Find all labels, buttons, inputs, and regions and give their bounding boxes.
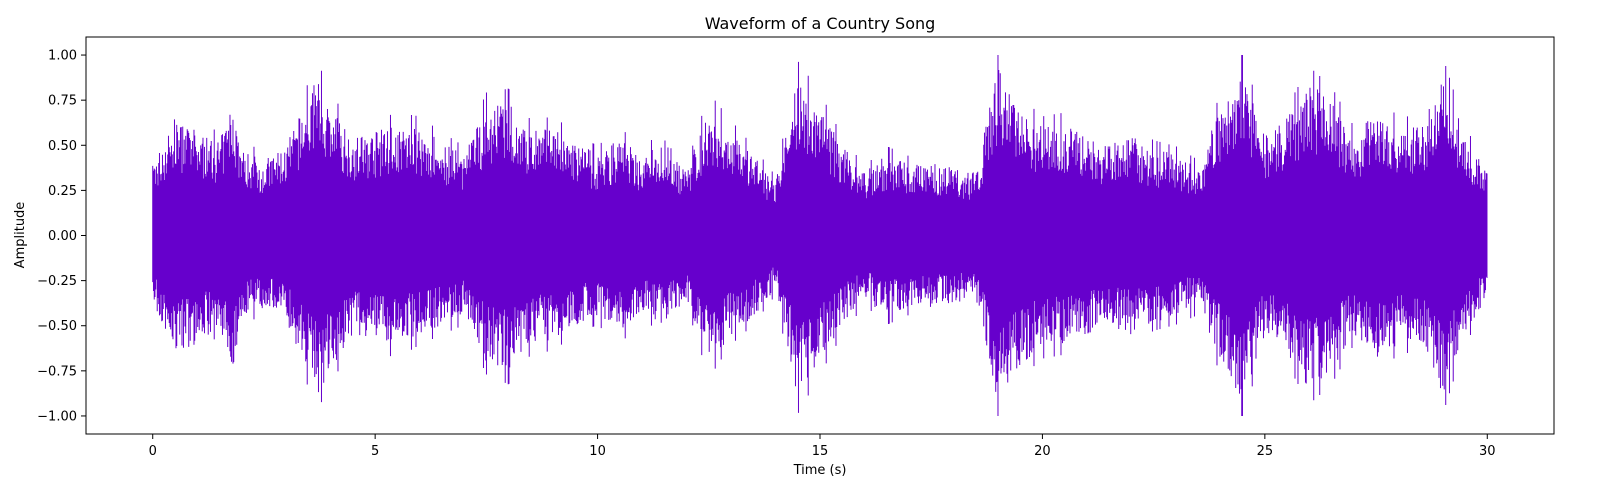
y-tick-label: −0.75 (37, 364, 77, 379)
x-axis-label: Time (s) (793, 463, 847, 478)
x-tick-label: 10 (589, 444, 606, 459)
x-axis-ticks: 0 5 10 15 20 25 30 (149, 434, 1496, 459)
x-tick-label: 20 (1034, 444, 1051, 459)
y-axis-ticks: 1.00 0.75 0.50 0.25 0.00 −0.25 −0.50 −0.75 −1.00 (37, 49, 86, 424)
y-tick-label: −0.25 (37, 274, 77, 289)
x-tick-label: 0 (149, 444, 157, 459)
y-tick-label: 1.00 (48, 49, 77, 64)
waveform-line (152, 55, 1488, 416)
chart-title: Waveform of a Country Song (705, 14, 936, 33)
x-tick-label: 30 (1479, 444, 1496, 459)
y-tick-label: 0.75 (48, 94, 77, 109)
y-tick-label: 0.25 (48, 184, 77, 199)
x-tick-label: 15 (812, 444, 829, 459)
y-tick-label: −1.00 (37, 409, 77, 424)
y-tick-label: 0.50 (48, 139, 77, 154)
y-axis-label: Amplitude (13, 202, 28, 269)
waveform-series (152, 55, 1488, 416)
y-tick-label: 0.00 (48, 229, 77, 244)
x-tick-label: 25 (1257, 444, 1274, 459)
x-tick-label: 5 (371, 444, 379, 459)
y-tick-label: −0.50 (37, 319, 77, 334)
